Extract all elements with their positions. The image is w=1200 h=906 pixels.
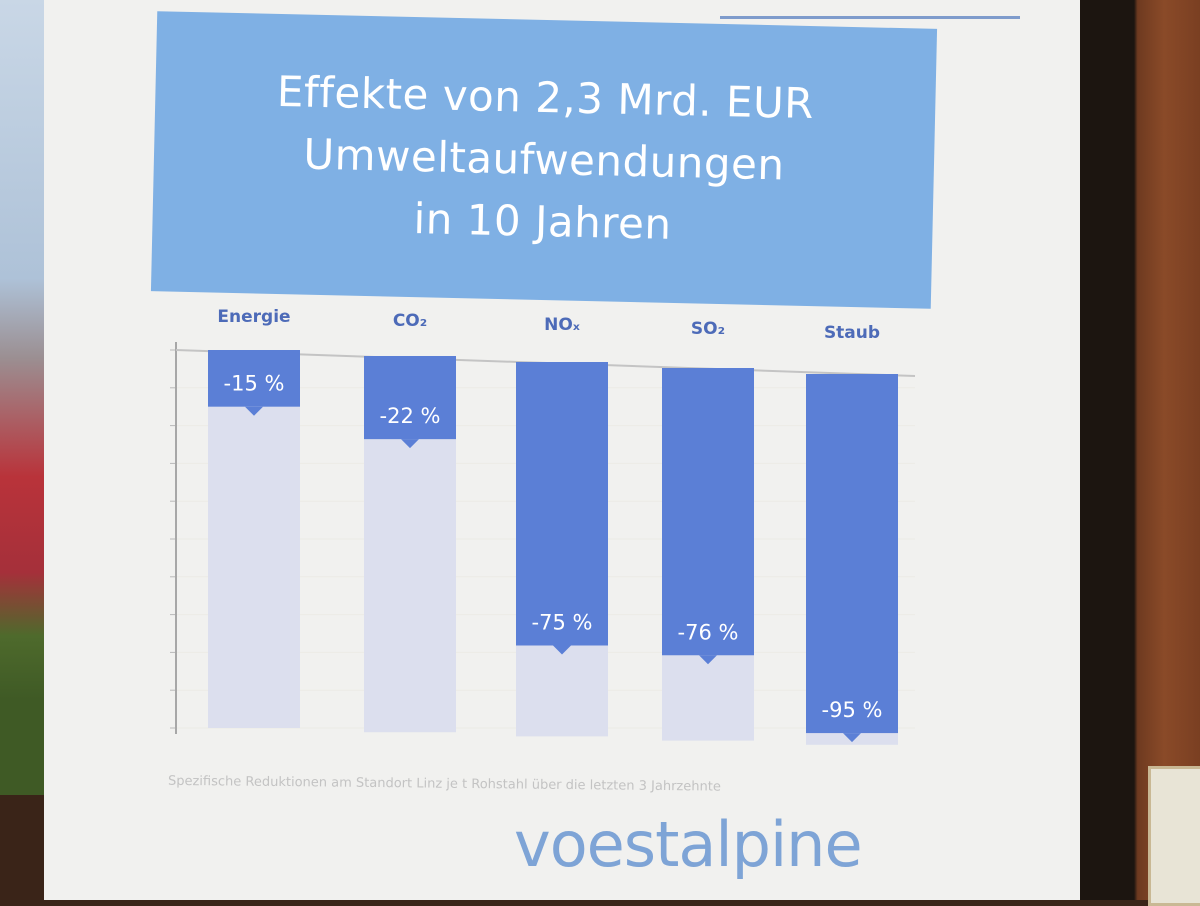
bar-remaining: [208, 406, 300, 728]
background-photo: [0, 0, 44, 795]
bar-value-label: -76 %: [678, 620, 739, 644]
voestalpine-logo: voestalpine: [514, 808, 863, 881]
bar-reduction: [208, 350, 300, 407]
bar-reduction: [806, 374, 898, 734]
bar-reduction: [662, 368, 754, 656]
header-rule: [720, 16, 1020, 19]
bar-pointer: [553, 645, 571, 655]
category-label: SO₂: [691, 319, 725, 339]
bar-remaining: [364, 439, 456, 733]
bar-remaining: [662, 655, 754, 741]
bar-value-label: -15 %: [224, 372, 285, 396]
bar-reduction: [516, 362, 608, 646]
bar-pointer: [843, 733, 861, 743]
bar-pointer: [699, 655, 717, 665]
category-label: Staub: [824, 323, 880, 343]
bar-value-label: -22 %: [380, 404, 441, 428]
bar-pointer: [401, 439, 419, 449]
room-wall: [1080, 0, 1200, 900]
category-label: Energie: [217, 307, 290, 327]
wall-sign: [1148, 766, 1200, 906]
category-label: CO₂: [393, 311, 427, 331]
category-label: NOₓ: [544, 315, 580, 335]
bar-reduction: [364, 356, 456, 440]
bar-pointer: [245, 406, 263, 416]
bar-value-label: -95 %: [822, 698, 883, 722]
bar-remaining: [516, 645, 608, 737]
bar-value-label: -75 %: [532, 611, 593, 635]
